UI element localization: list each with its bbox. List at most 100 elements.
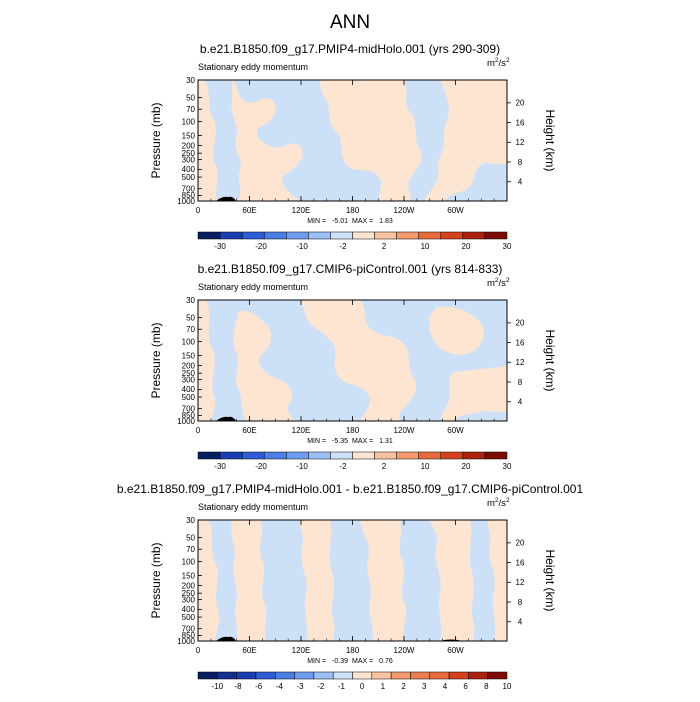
colorbar-swatch	[263, 231, 287, 240]
y-axis-label: Pressure (mb)	[149, 102, 163, 178]
colorbar-swatch	[410, 671, 430, 680]
colorbar-label: -20	[255, 242, 267, 251]
colorbar-swatch	[286, 451, 309, 460]
y-tick-label: 400	[182, 385, 196, 394]
colorbar-label: 30	[503, 462, 512, 471]
x-tick-label: 120W	[394, 206, 415, 215]
y-tick-label: 100	[182, 337, 196, 346]
variable-label: Stationary eddy momentum	[198, 282, 309, 292]
x-tick-label: 120E	[292, 206, 311, 215]
y-tick-label: 1000	[177, 637, 195, 646]
colorbar-label: -2	[317, 682, 325, 691]
colorbar-swatch	[429, 671, 450, 680]
colorbar-swatch	[219, 451, 243, 460]
y2-tick-label: 12	[516, 358, 525, 367]
colorbar-swatch	[263, 451, 287, 460]
colorbar-swatch	[217, 671, 237, 680]
y-tick-label: 30	[186, 296, 195, 305]
x-tick-label: 120W	[394, 646, 415, 655]
y-tick-label: 400	[182, 165, 196, 174]
y2-axis-label: Height (km)	[543, 109, 557, 171]
units-label: m2/s2	[487, 497, 510, 510]
y-tick-label: 500	[182, 393, 196, 402]
colorbar-swatch	[396, 231, 419, 240]
y-tick-label: 150	[182, 131, 196, 140]
colorbar-swatch	[448, 671, 469, 680]
field-positive-region	[487, 520, 507, 641]
variable-label: Stationary eddy momentum	[198, 502, 309, 512]
x-tick-label: 0	[196, 646, 201, 655]
colorbar-swatch	[374, 231, 397, 240]
topography-mask	[216, 416, 236, 421]
colorbar-label: 6	[463, 682, 468, 691]
y-tick-label: 30	[186, 76, 195, 85]
field-positive-region	[231, 520, 267, 641]
y-tick-label: 500	[182, 173, 196, 182]
colorbar-label: -10	[212, 682, 224, 691]
colorbar-swatch	[390, 671, 411, 680]
y-tick-label: 50	[186, 313, 195, 322]
x-tick-label: 60E	[242, 426, 256, 435]
colorbar-swatch	[462, 231, 486, 240]
y-tick-label: 1000	[177, 417, 195, 426]
colorbar-swatch	[396, 451, 419, 460]
colorbar-swatch	[484, 451, 508, 460]
colorbar-swatch	[255, 671, 276, 680]
colorbar-swatch	[219, 231, 243, 240]
y2-tick-label: 4	[518, 398, 523, 407]
y-tick-label: 200	[182, 361, 196, 370]
colorbar-label: -2	[339, 242, 347, 251]
colorbar-label: 0	[360, 682, 365, 691]
field-positive-region	[231, 80, 303, 201]
colorbar-label: 10	[421, 462, 430, 471]
y2-tick-label: 16	[516, 338, 525, 347]
panel-midholo: b.e21.B1850.f09_g17.PMIP4-midHolo.001 (y…	[0, 42, 700, 262]
colorbar-swatch	[374, 451, 397, 460]
colorbar-swatch	[313, 671, 334, 680]
y-tick-label: 150	[182, 351, 196, 360]
y2-axis-label: Height (km)	[543, 329, 557, 391]
y2-tick-label: 12	[516, 138, 525, 147]
field-positive-region	[360, 520, 406, 641]
colorbar-label: -8	[234, 682, 242, 691]
min-max-stats: MIN = -5.35 MAX = 1.31	[307, 438, 393, 445]
colorbar-label: -30	[214, 462, 226, 471]
colorbar-swatch	[418, 231, 442, 240]
topography-mask	[216, 196, 236, 201]
panel-title: b.e21.B1850.f09_g17.PMIP4-midHolo.001 (y…	[199, 42, 501, 56]
colorbar-swatch	[418, 451, 442, 460]
field-positive-region	[233, 310, 296, 421]
colorbar-swatch	[308, 451, 331, 460]
y-tick-label: 200	[182, 581, 196, 590]
colorbar-swatch	[487, 671, 508, 680]
colorbar-swatch	[462, 451, 486, 460]
colorbar-swatch	[352, 671, 373, 680]
colorbar-label: -1	[338, 682, 346, 691]
colorbar-label: -6	[255, 682, 263, 691]
y2-axis-label: Height (km)	[543, 549, 557, 611]
x-tick-label: 60E	[242, 646, 256, 655]
y-tick-label: 50	[186, 533, 195, 542]
y2-tick-label: 16	[516, 558, 525, 567]
colorbar-swatch	[286, 231, 309, 240]
colorbar-swatch	[330, 231, 353, 240]
field-positive-region	[198, 520, 220, 641]
colorbar-label: 20	[462, 462, 471, 471]
field-positive-region	[318, 80, 422, 201]
colorbar-label: -2	[339, 462, 347, 471]
y-tick-label: 200	[182, 141, 196, 150]
colorbar-swatch	[236, 671, 257, 680]
y-tick-label: 250	[182, 589, 196, 598]
y-tick-label: 300	[182, 375, 196, 384]
panel-title: b.e21.B1850.f09_g17.PMIP4-midHolo.001 - …	[116, 482, 584, 496]
y2-tick-label: 4	[518, 618, 523, 627]
page-title: ANN	[329, 12, 371, 33]
y2-tick-label: 8	[518, 378, 523, 387]
y2-tick-label: 20	[516, 539, 525, 548]
y2-tick-label: 8	[518, 598, 523, 607]
x-tick-label: 60E	[242, 206, 256, 215]
colorbar-swatch	[332, 671, 353, 680]
field-positive-region	[429, 306, 484, 355]
colorbar-label: 10	[421, 242, 430, 251]
colorbar-label: 30	[503, 242, 512, 251]
